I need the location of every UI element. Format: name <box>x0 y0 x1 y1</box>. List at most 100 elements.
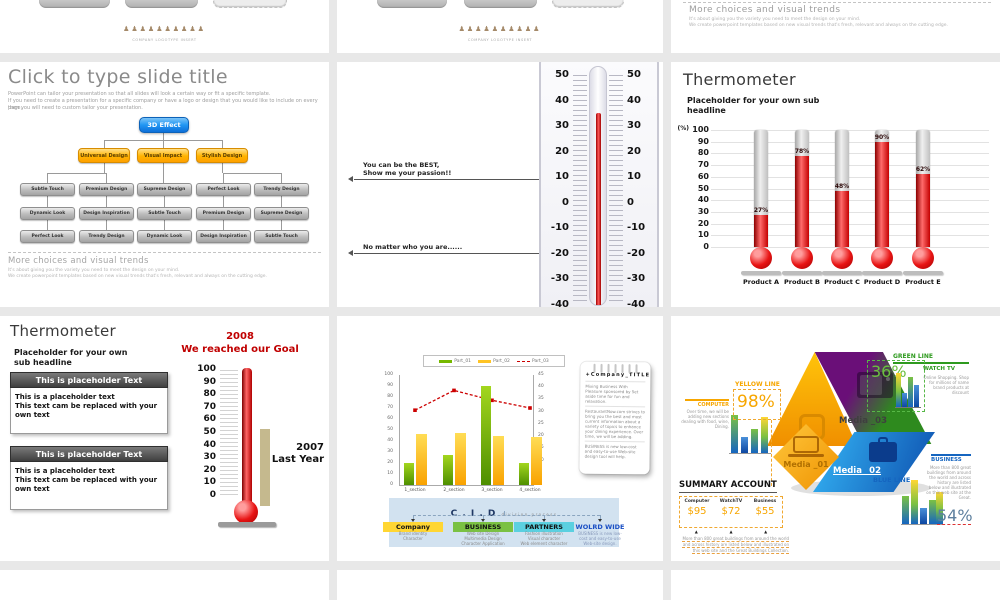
placeholder-box <box>377 0 447 8</box>
org-node: Subtle Touch <box>20 183 75 196</box>
y-axis-label: 20 <box>538 433 544 439</box>
thermometer-scale-label: -10 <box>550 222 569 233</box>
cid-title-row: C . I . D division process <box>389 501 619 520</box>
x-axis-label: 1_section <box>404 488 426 493</box>
note-card: +Company_TITLE Mixing Business With Plea… <box>579 361 651 475</box>
connector-line <box>47 174 48 183</box>
org-level2-node: Stylish Design <box>196 148 248 163</box>
mini-bar <box>936 492 943 524</box>
connector-line <box>223 196 224 207</box>
connector-dashed <box>504 511 505 515</box>
slide-thumb-thermometer-passion[interactable]: 50 40 30 20 10 0 -10 -20 -30 -40 50 40 30 20 10 0 -10 -2… <box>337 62 663 307</box>
y-axis-label: 10 <box>203 477 216 488</box>
axis-unit-label: (%) <box>677 125 690 132</box>
connector-line <box>106 196 107 207</box>
thermometer-bar: 48% Product C <box>822 130 862 290</box>
connector-line <box>222 141 223 148</box>
thermometer-scale-label: 50 <box>555 69 569 80</box>
y-axis-label: 40 <box>697 195 709 205</box>
bar-fill <box>835 190 849 247</box>
lastyear-text: Last Year <box>271 454 324 465</box>
note-paragraph: RestaurantNow.com strives to bring you t… <box>584 405 646 440</box>
connector-line <box>106 174 107 183</box>
bulb <box>831 247 853 269</box>
org-node: Trendy Design <box>79 230 134 243</box>
mini-bar <box>914 385 919 407</box>
y-axis-label: 20 <box>203 464 216 475</box>
org-level2-node: Visual Impact <box>137 148 189 163</box>
connector-line <box>164 220 165 230</box>
summary-value: $55 <box>755 506 775 517</box>
x-axis-label: Product D <box>863 278 901 286</box>
placeholder-box <box>125 0 198 8</box>
divider-dashed <box>8 252 321 253</box>
org-level2-node: Universal Design <box>78 148 130 163</box>
y-axis-line <box>399 375 400 486</box>
placeholder-box-ghost <box>213 0 287 8</box>
cid-item-label: WOLRD WIDE <box>575 523 625 531</box>
cid-item-label: Company <box>383 522 443 532</box>
slide-thumb-infographic[interactable]: Media _03 Media _02 Media _01 COMPUTER O… <box>671 316 1000 561</box>
chart-gridlines <box>711 130 989 248</box>
slide-thumb-top-left[interactable]: ♟♟♟♟♟♟♟♟♟♟ COMPANY LOGOTYPE INSERT <box>0 0 329 53</box>
org-node: Supreme Design <box>137 183 192 196</box>
gridline <box>711 165 989 167</box>
bar-base <box>741 271 781 275</box>
slide-thumb-product-chart[interactable]: Thermometer Placeholder for your own sub… <box>671 62 1000 307</box>
yellow-percent: 98% <box>737 392 775 412</box>
body-text: It's about giving you the variety you ne… <box>689 17 861 22</box>
mini-bar <box>920 508 927 524</box>
summary-column: Computer $95 <box>680 497 714 527</box>
slide-thumb-top-middle[interactable]: ♟♟♟♟♟♟♟♟♟♟ COMPANY LOGOTYPE INSERT <box>337 0 663 53</box>
connector-dashed <box>600 515 601 519</box>
connector-line <box>163 163 164 183</box>
value-label: 62% <box>915 166 931 174</box>
chart-plot: 27% Product A 78% Product B 48% Product C 9… <box>711 130 989 307</box>
thermometer-scale-label: 20 <box>555 145 569 157</box>
slide-thumb-combo-chart[interactable]: Part_01 Part_02 Part_03 100 90 80 70 60 50 40 30 2… <box>337 316 663 561</box>
summary-column-header: WatchTV <box>719 499 743 504</box>
tick-marks <box>573 75 587 305</box>
value-label: 78% <box>794 147 810 155</box>
media2-label: Media _02 <box>833 466 881 476</box>
cid-item-desc: Fashion illustration Visual character We… <box>520 531 568 546</box>
value-label: 48% <box>834 182 850 190</box>
tv-screen <box>860 375 882 395</box>
connector-line <box>223 173 282 174</box>
y-axis-label: 60 <box>697 171 709 181</box>
pct-box-green <box>867 360 925 412</box>
thermometer-scale-label: 0 <box>627 196 634 208</box>
slide-thumb-bottom-left[interactable] <box>0 570 329 600</box>
slide-thumb-bottom-middle[interactable] <box>337 570 663 600</box>
thermometer-scale-label: 50 <box>627 69 641 80</box>
arrow-down-icon <box>597 519 602 522</box>
connector-dashed <box>413 515 600 516</box>
x-axis-labels: 1_section 2_section 3_section 4_section <box>399 488 540 496</box>
mini-bar <box>929 500 936 524</box>
slide-thumb-bottom-right[interactable] <box>671 570 1000 600</box>
chart-plot <box>399 375 542 485</box>
logo-caption: COMPANY LOGOTYPE INSERT <box>132 38 197 42</box>
thermometer-scale-label: 30 <box>555 120 569 131</box>
media3-label: Media _03 <box>839 416 887 426</box>
slide-thumb-orgchart[interactable]: Click to type slide title PowerPoint can… <box>0 62 329 307</box>
y-axis-label: 20 <box>697 218 709 228</box>
y-axis-label: 80 <box>697 148 709 158</box>
slide-thumb-goal-thermometer[interactable]: Thermometer Placeholder for your own sub… <box>0 316 329 561</box>
gridline <box>711 153 989 155</box>
computer-desc: Over time, we will be adding new section… <box>681 409 729 429</box>
legend-label: Part_03 <box>531 358 549 364</box>
y-axis-label: 60 <box>203 414 216 425</box>
bar-base <box>862 271 902 275</box>
arrow-left-icon <box>348 176 353 182</box>
y-axis-label: 90 <box>697 136 709 146</box>
logo-caption: COMPANY LOGOTYPE INSERT <box>467 38 533 42</box>
body-text: If you need to create a presentation for… <box>8 98 318 111</box>
y-axis-label: 0 <box>390 482 393 487</box>
tick-marks <box>220 370 238 498</box>
cid-item-label: BUSINESS <box>453 522 513 532</box>
slide-title: Thermometer <box>683 70 796 89</box>
slide-thumb-top-right[interactable]: More choices and visual trends It's abou… <box>671 0 1000 53</box>
bulb <box>750 247 772 269</box>
bar-fill <box>916 174 930 247</box>
